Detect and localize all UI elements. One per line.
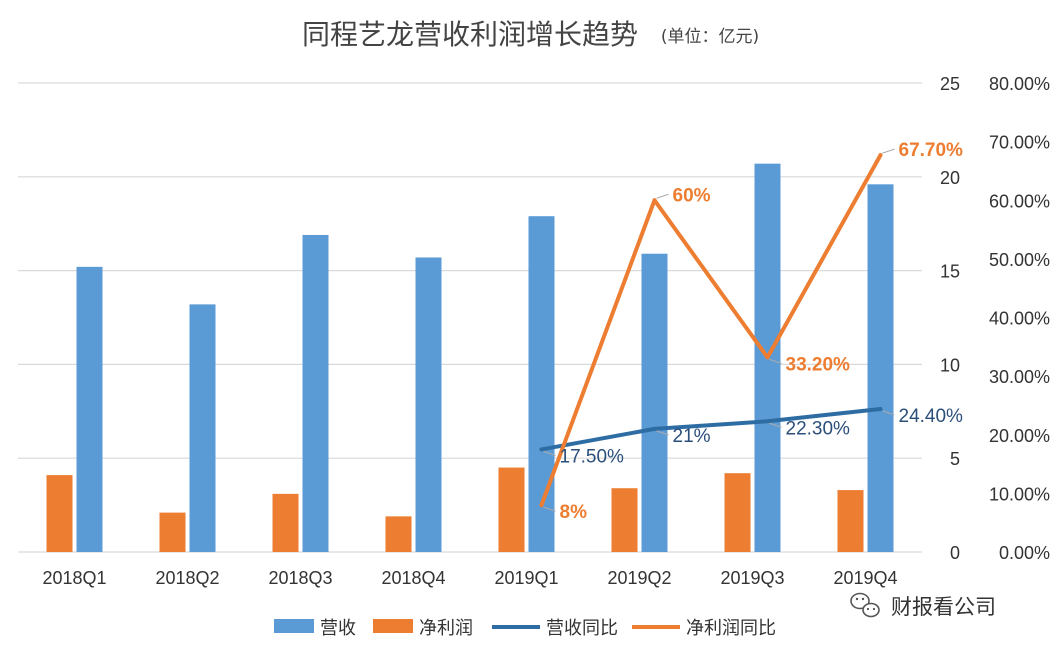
legend: 营收 净利润 营收同比 净利润同比 xyxy=(274,618,776,639)
bar-revenue xyxy=(528,216,555,553)
wechat-icon xyxy=(850,592,880,618)
point-revenue-yoy xyxy=(765,419,770,424)
x-axis-tick: 2018Q2 xyxy=(155,568,219,588)
right-axis-tick: 10.00% xyxy=(989,484,1050,504)
legend-label: 营收同比 xyxy=(546,618,618,639)
left-axis-tick: 15 xyxy=(940,262,960,282)
right-axis-tick: 50.00% xyxy=(989,250,1050,270)
chart-title: 同程艺龙营收利润增长趋势 xyxy=(302,18,638,51)
label-leader xyxy=(543,450,556,456)
left-axis-tick: 20 xyxy=(940,168,960,188)
x-axis-tick: 2019Q2 xyxy=(607,568,671,588)
legend-swatch xyxy=(274,619,314,633)
point-profit-yoy xyxy=(652,198,657,203)
line-revenue-yoy xyxy=(539,406,883,452)
unit-label: (单位：亿元) xyxy=(661,27,759,47)
label-leader xyxy=(882,148,895,154)
data-label-revenue-yoy: 22.30% xyxy=(786,418,851,439)
bar-revenue xyxy=(867,184,894,552)
point-revenue-yoy xyxy=(652,426,657,431)
bar-profit xyxy=(611,488,638,552)
line-profit-yoy xyxy=(539,153,883,508)
left-axis-tick: 10 xyxy=(940,355,960,375)
bar-revenue xyxy=(189,304,216,552)
watermark-text: 财报看公司 xyxy=(891,595,996,619)
label-leader xyxy=(769,358,782,364)
label-leader xyxy=(882,410,895,416)
data-labels: 17.50% 21% 22.30% 24.40% 8% 60% 33.20% 67.70% xyxy=(543,140,964,523)
data-label-revenue-yoy: 21% xyxy=(673,426,711,447)
legend-swatch xyxy=(373,619,413,633)
point-revenue-yoy xyxy=(539,447,544,452)
data-label-revenue-yoy: 17.50% xyxy=(560,446,625,467)
point-profit-yoy xyxy=(878,153,883,158)
right-axis-tick: 40.00% xyxy=(989,309,1050,329)
right-axis-tick: 80.00% xyxy=(989,74,1050,94)
gridlines xyxy=(18,82,922,553)
point-profit-yoy xyxy=(539,503,544,508)
right-axis-tick: 30.00% xyxy=(989,367,1050,387)
left-axis-tick: 5 xyxy=(950,449,960,469)
bar-profit xyxy=(272,493,299,552)
legend-label: 营收 xyxy=(320,618,356,639)
label-leader xyxy=(543,506,556,512)
bar-revenue xyxy=(415,257,442,552)
data-label-profit-yoy: 67.70% xyxy=(899,140,964,161)
bars xyxy=(46,163,894,553)
label-leader xyxy=(656,193,669,199)
x-axis-tick: 2019Q1 xyxy=(494,568,558,588)
right-axis-tick: 70.00% xyxy=(989,133,1050,153)
bar-profit xyxy=(385,516,412,552)
legend-label: 净利润 xyxy=(419,618,473,639)
x-axis-tick: 2018Q1 xyxy=(42,568,106,588)
bar-revenue xyxy=(76,266,103,552)
bar-profit xyxy=(498,467,525,552)
label-leader xyxy=(769,422,782,428)
bar-revenue xyxy=(302,234,329,552)
bar-revenue xyxy=(641,253,668,552)
data-label-profit-yoy: 33.20% xyxy=(786,354,851,375)
x-axis-tick: 2018Q3 xyxy=(268,568,332,588)
x-axis-tick: 2019Q4 xyxy=(833,568,897,588)
bar-profit xyxy=(837,490,864,552)
watermark: 财报看公司 xyxy=(850,592,996,619)
data-label-revenue-yoy: 24.40% xyxy=(899,406,964,427)
x-axis-tick: 2018Q4 xyxy=(381,568,445,588)
point-revenue-yoy xyxy=(878,406,883,411)
left-axis-tick: 25 xyxy=(940,74,960,94)
legend-label: 净利润同比 xyxy=(686,618,776,639)
lines xyxy=(539,153,883,508)
data-label-profit-yoy: 8% xyxy=(560,502,588,523)
right-axis-tick: 0.00% xyxy=(999,543,1050,563)
bar-profit xyxy=(159,512,186,552)
left-axis-tick: 0 xyxy=(950,543,960,563)
right-axis-tick: 20.00% xyxy=(989,426,1050,446)
point-profit-yoy xyxy=(765,355,770,360)
bar-profit xyxy=(724,473,751,552)
label-leader xyxy=(656,430,669,436)
x-axis-tick: 2019Q3 xyxy=(720,568,784,588)
right-axis-tick: 60.00% xyxy=(989,191,1050,211)
bar-profit xyxy=(46,475,73,552)
axis-ticks: 0 5 10 15 20 25 0.00% 10.00% 20.00% 30.00% 40.00% 5… xyxy=(42,74,1050,588)
data-label-profit-yoy: 60% xyxy=(673,185,711,206)
